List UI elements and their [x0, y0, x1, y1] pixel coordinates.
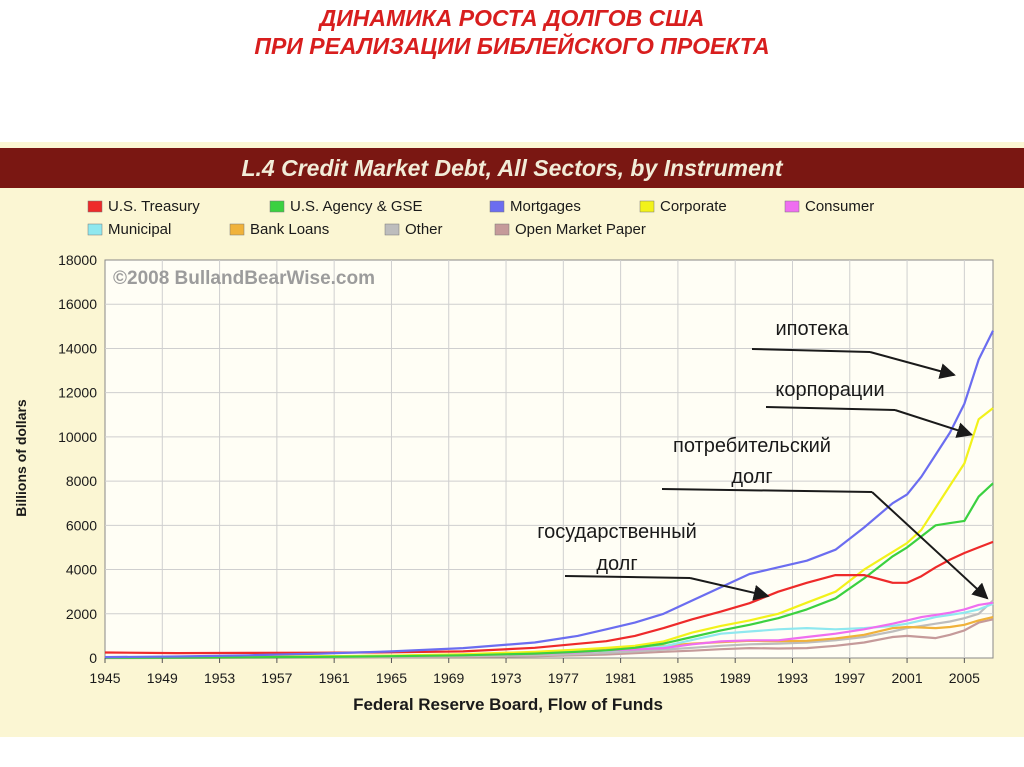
- legend-swatch-open-market-paper: [494, 223, 510, 236]
- y-tick-label: 10000: [58, 429, 97, 445]
- legend-label-corporate: Corporate: [660, 198, 727, 215]
- legend-swatch-u-s-agency-gse: [269, 200, 285, 213]
- series-line-u-s-treasury: [104, 540, 994, 655]
- series-line-mortgages: [104, 330, 994, 659]
- legend-label-open-market-paper: Open Market Paper: [515, 221, 646, 238]
- annotation-line: [564, 575, 691, 579]
- y-tick-label: 12000: [58, 385, 97, 401]
- y-tick-label: 8000: [66, 473, 97, 489]
- legend-label-bank-loans: Bank Loans: [250, 221, 329, 238]
- annotation-label-2: долг: [596, 553, 637, 575]
- y-tick-label: 16000: [58, 296, 97, 312]
- y-tick-label: 2000: [66, 606, 97, 622]
- x-tick-label: 1949: [147, 670, 178, 686]
- slide-title-line-1: ДИНАМИКА РОСТА ДОЛГОВ США: [319, 5, 705, 31]
- chart-header-bar: [0, 148, 1024, 188]
- chart-grid: [105, 260, 993, 658]
- annotation-arrow: [869, 351, 956, 379]
- y-tick-label: 4000: [66, 562, 97, 578]
- annotation-label: корпорации: [775, 379, 884, 401]
- slide-title-line-2: ПРИ РЕАЛИЗАЦИИ БИБЛЕЙСКОГО ПРОЕКТА: [254, 33, 770, 59]
- legend-label-u-s-treasury: U.S. Treasury: [108, 198, 200, 215]
- plot-area: [104, 259, 994, 659]
- x-tick-label: 2001: [891, 670, 922, 686]
- chart-legend: U.S. Treasury U.S. Agency & GSE Mortgages C…: [87, 198, 874, 238]
- annotation-line: [751, 348, 871, 353]
- x-tick-label: 1969: [433, 670, 464, 686]
- debt-chart: L.4 Credit Market Debt, All Sectors, by …: [0, 142, 1024, 737]
- x-tick-label: 1965: [376, 670, 407, 686]
- x-tick-label: 1989: [720, 670, 751, 686]
- legend-label-mortgages: Mortgages: [510, 198, 581, 215]
- series-line-u-s-agency-gse: [104, 482, 994, 659]
- chart-title: L.4 Credit Market Debt, All Sectors, by …: [241, 155, 783, 181]
- annotation-label: потребительский: [673, 435, 831, 457]
- x-tick-label: 1977: [548, 670, 579, 686]
- annotation-label: ипотека: [775, 318, 849, 340]
- y-tick-label: 0: [89, 650, 97, 666]
- slide-title: ДИНАМИКА РОСТА ДОЛГОВ США ПРИ РЕАЛИЗАЦИИ…: [0, 4, 1024, 60]
- y-axis-label: Billions of dollars: [13, 399, 29, 517]
- x-tick-label: 1973: [490, 670, 521, 686]
- annotation-line: [765, 406, 896, 411]
- legend-swatch-corporate: [639, 200, 655, 213]
- x-tick-label: 1945: [89, 670, 120, 686]
- chart-series: [104, 330, 994, 660]
- legend-swatch-other: [384, 223, 400, 236]
- annotation-line: [661, 488, 873, 493]
- annotation-label: государственный: [537, 521, 697, 543]
- legend-label-consumer: Consumer: [805, 198, 874, 215]
- legend-swatch-consumer: [784, 200, 800, 213]
- legend-swatch-municipal: [87, 223, 103, 236]
- legend-label-other: Other: [405, 221, 443, 238]
- x-tick-label: 2005: [949, 670, 980, 686]
- x-tick-label: 1997: [834, 670, 865, 686]
- x-axis-label: Federal Reserve Board, Flow of Funds: [353, 695, 663, 714]
- x-tick-label: 1953: [204, 670, 235, 686]
- chart-watermark: ©2008 BullandBearWise.com: [113, 268, 375, 289]
- annotation-arrow: [689, 577, 770, 601]
- annotation-label-2: долг: [731, 466, 772, 488]
- chart-annotations: ипотека корпорации потребительский долг госу…: [537, 318, 989, 601]
- annotation-arrow: [894, 409, 974, 438]
- y-tick-label: 14000: [58, 340, 97, 356]
- x-tick-label: 1981: [605, 670, 636, 686]
- legend-swatch-bank-loans: [229, 223, 245, 236]
- y-tick-label: 6000: [66, 517, 97, 533]
- x-axis-ticks: 1945 1949 1953 1957 1961 1965 1969 1973 1977 1981…: [89, 658, 980, 686]
- legend-swatch-mortgages: [489, 200, 505, 213]
- x-tick-label: 1961: [319, 670, 350, 686]
- x-tick-label: 1985: [662, 670, 693, 686]
- annotation-arrow: [871, 491, 989, 600]
- legend-swatch-u-s-treasury: [87, 200, 103, 213]
- legend-label-u-s-agency-gse: U.S. Agency & GSE: [290, 198, 423, 215]
- y-axis-ticks: 0 2000 4000 6000 8000 10000 12000 14000 16000 180…: [58, 252, 97, 666]
- x-tick-label: 1993: [777, 670, 808, 686]
- y-tick-label: 18000: [58, 252, 97, 268]
- x-tick-label: 1957: [261, 670, 292, 686]
- legend-label-municipal: Municipal: [108, 221, 171, 238]
